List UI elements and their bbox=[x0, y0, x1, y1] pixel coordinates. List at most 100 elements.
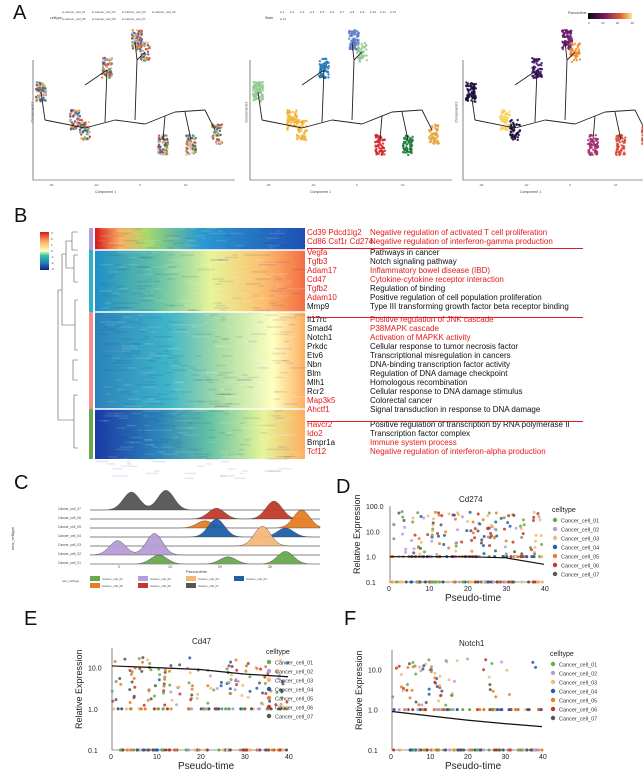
heatmap-block-4 bbox=[95, 409, 305, 459]
point bbox=[513, 555, 517, 559]
point bbox=[187, 681, 191, 685]
point bbox=[433, 676, 437, 680]
gene-label: Cd86 Csf1r Cd274 bbox=[307, 237, 374, 246]
point bbox=[114, 680, 118, 684]
point bbox=[246, 662, 250, 666]
point bbox=[422, 550, 426, 554]
gene-label: Mlh1 bbox=[307, 378, 325, 387]
pathway-label: Negative regulation of interferon-gamma … bbox=[370, 237, 553, 246]
point bbox=[458, 748, 462, 752]
point bbox=[493, 549, 497, 553]
ridge-legend-swatch bbox=[138, 583, 148, 588]
point bbox=[494, 520, 498, 524]
point bbox=[482, 552, 486, 556]
point bbox=[437, 708, 441, 712]
point bbox=[186, 748, 190, 752]
scatter-legend-item: Cancer_cell_06 bbox=[561, 564, 599, 570]
ridge-legend-item: Cancer_cell_03 bbox=[198, 577, 219, 581]
gene-label: Smad4 bbox=[307, 324, 333, 333]
point bbox=[168, 707, 172, 711]
scatter-legend-swatch bbox=[552, 553, 558, 559]
legend-state-item: ● 9 bbox=[360, 10, 365, 14]
point bbox=[397, 708, 401, 712]
point bbox=[190, 684, 194, 688]
point bbox=[454, 544, 458, 548]
point bbox=[508, 524, 512, 528]
point bbox=[452, 748, 456, 752]
colorbar-tick: -2 bbox=[51, 261, 54, 265]
point bbox=[446, 580, 450, 584]
scatter-legend-swatch bbox=[550, 697, 556, 703]
point bbox=[420, 703, 424, 707]
point bbox=[470, 549, 474, 553]
ridge-row-labels: Cancer_cell_07 Cancer_cell_06 Cancer_cell_… bbox=[58, 507, 81, 565]
point bbox=[417, 703, 421, 707]
point bbox=[521, 748, 525, 752]
point bbox=[486, 514, 490, 518]
point bbox=[511, 540, 515, 544]
point bbox=[234, 677, 238, 681]
heatmap-block-3 bbox=[95, 312, 305, 409]
point bbox=[504, 552, 508, 556]
separator-1 bbox=[307, 248, 583, 249]
point bbox=[130, 680, 134, 684]
legend-celltype-item: ● Cancer_cell_06 bbox=[92, 17, 116, 21]
scatter-legend-item: Cancer_cell_02 bbox=[275, 670, 313, 676]
point bbox=[199, 707, 203, 711]
point bbox=[488, 544, 492, 548]
point bbox=[525, 748, 529, 752]
point bbox=[399, 672, 403, 676]
point bbox=[491, 708, 495, 712]
scatter-title: Cd274 bbox=[459, 495, 483, 504]
point bbox=[227, 664, 231, 668]
point bbox=[193, 748, 197, 752]
panel-f-scatter: Notch1 0 10 20 30 40 10.0 1.0 0.1 Pseudo-time Rela… bbox=[354, 639, 597, 772]
pathway-label: Notch signaling pathway bbox=[370, 257, 457, 266]
point bbox=[224, 707, 228, 711]
point bbox=[520, 536, 524, 540]
point bbox=[468, 708, 472, 712]
gene-label: Rcr2 bbox=[307, 387, 324, 396]
pathway-label: Cellular response to tumor necrosis fact… bbox=[370, 342, 519, 351]
point bbox=[197, 748, 201, 752]
point bbox=[217, 707, 221, 711]
point bbox=[397, 664, 401, 668]
point bbox=[512, 513, 516, 517]
colorbar-ticks: 3 2 1 0 -1 -2 -3 bbox=[51, 231, 54, 271]
point bbox=[487, 748, 491, 752]
point bbox=[163, 668, 167, 672]
point bbox=[455, 659, 459, 663]
point bbox=[487, 675, 491, 679]
point bbox=[110, 689, 114, 693]
point bbox=[431, 748, 435, 752]
point bbox=[437, 511, 441, 515]
point bbox=[439, 693, 443, 697]
scatter-legend-item: Cancer_cell_05 bbox=[561, 555, 599, 561]
point bbox=[178, 663, 182, 667]
pseudotime-tick: 0 bbox=[588, 21, 590, 25]
scatter-legend-item: Cancer_cell_01 bbox=[561, 519, 599, 525]
point bbox=[132, 676, 136, 680]
point bbox=[257, 681, 261, 685]
point bbox=[270, 748, 274, 752]
ridge-Cancer_cell_03 bbox=[90, 525, 320, 547]
scatter-legend-swatch bbox=[266, 677, 272, 683]
svg-text:-10: -10 bbox=[524, 183, 529, 187]
point bbox=[128, 700, 132, 704]
point bbox=[241, 683, 245, 687]
point bbox=[500, 660, 504, 664]
panel-d-scatter: Cd274 0 10 20 30 40 100.0 10.0 1.0 0.1 Pseudo-time… bbox=[352, 494, 599, 604]
point bbox=[496, 708, 500, 712]
point bbox=[404, 547, 408, 551]
gene-label: Nbn bbox=[307, 360, 322, 369]
point bbox=[401, 689, 405, 693]
point bbox=[394, 666, 398, 670]
point bbox=[413, 664, 417, 668]
ridge-legend-swatch bbox=[186, 576, 196, 581]
scatter-legend-item: Cancer_cell_05 bbox=[275, 697, 313, 703]
point bbox=[419, 540, 423, 544]
ridge-label: Cancer_cell_02 bbox=[58, 552, 81, 556]
point bbox=[531, 518, 535, 522]
x-tick: 10 bbox=[427, 754, 435, 761]
point bbox=[195, 696, 199, 700]
